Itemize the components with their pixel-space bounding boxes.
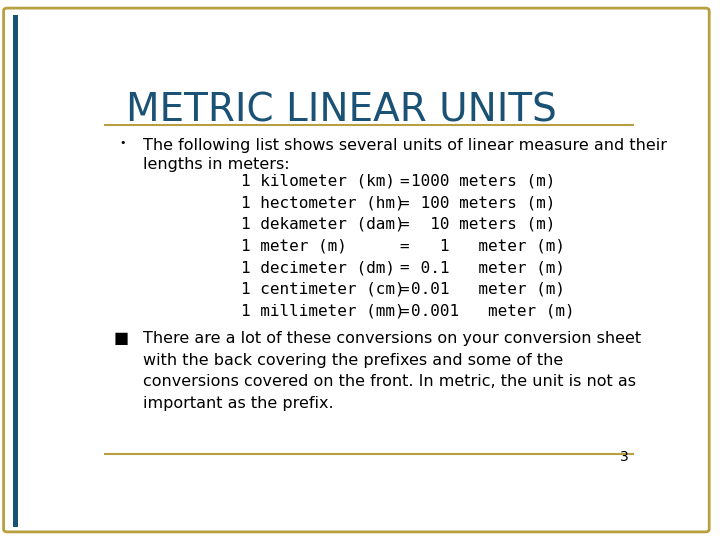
Text: 1 kilometer (km): 1 kilometer (km): [240, 174, 395, 189]
Text: =: =: [400, 303, 409, 319]
Text: METRIC LINEAR UNITS: METRIC LINEAR UNITS: [126, 92, 557, 130]
Text: The following list shows several units of linear measure and their: The following list shows several units o…: [143, 138, 667, 153]
Text: 1 millimeter (mm): 1 millimeter (mm): [240, 303, 405, 319]
Text: 0.01   meter (m): 0.01 meter (m): [411, 282, 565, 297]
Text: 100 meters (m): 100 meters (m): [411, 195, 555, 211]
Text: 1   meter (m): 1 meter (m): [411, 239, 565, 254]
Text: There are a lot of these conversions on your conversion sheet
with the back cove: There are a lot of these conversions on …: [143, 331, 641, 411]
Text: =: =: [400, 282, 409, 297]
Text: =: =: [400, 260, 409, 275]
Text: 1 dekameter (dam): 1 dekameter (dam): [240, 217, 405, 232]
Text: 1 meter (m): 1 meter (m): [240, 239, 346, 254]
Text: =: =: [400, 174, 409, 189]
Text: 0.001   meter (m): 0.001 meter (m): [411, 303, 575, 319]
Text: •: •: [119, 138, 125, 147]
Text: 1 centimeter (cm): 1 centimeter (cm): [240, 282, 405, 297]
Text: lengths in meters:: lengths in meters:: [143, 157, 289, 172]
Text: 1 decimeter (dm): 1 decimeter (dm): [240, 260, 395, 275]
Text: =: =: [400, 217, 409, 232]
Text: 3: 3: [620, 450, 629, 464]
Text: ■: ■: [114, 331, 129, 346]
Text: 1 hectometer (hm): 1 hectometer (hm): [240, 195, 405, 211]
Text: 10 meters (m): 10 meters (m): [411, 217, 555, 232]
Text: 1000 meters (m): 1000 meters (m): [411, 174, 555, 189]
Text: 0.1   meter (m): 0.1 meter (m): [411, 260, 565, 275]
Text: =: =: [400, 195, 409, 211]
Text: =: =: [400, 239, 409, 254]
